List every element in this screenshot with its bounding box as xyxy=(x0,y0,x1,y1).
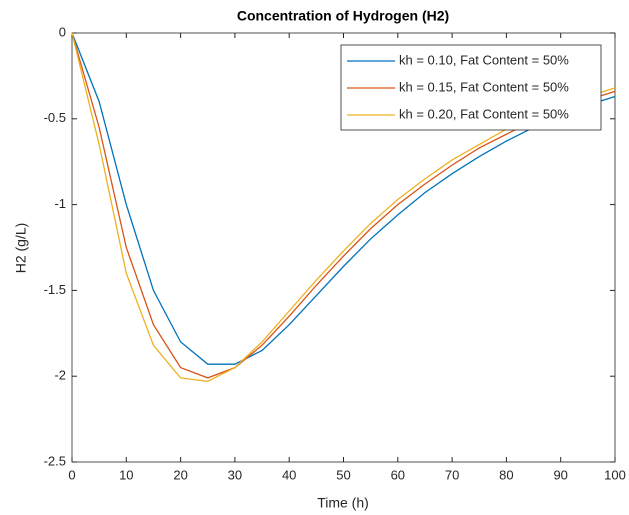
x-tick-label: 80 xyxy=(499,467,513,482)
y-tick-label: -2.5 xyxy=(44,453,66,468)
y-axis-label: H2 (g/L) xyxy=(13,223,29,274)
y-tick-label: 0 xyxy=(59,24,66,39)
x-tick-label: 60 xyxy=(391,467,405,482)
y-tick-label: -1.5 xyxy=(44,282,66,297)
legend-label: kh = 0.15, Fat Content = 50% xyxy=(399,79,569,94)
x-tick-label: 40 xyxy=(282,467,296,482)
x-tick-label: 0 xyxy=(68,467,75,482)
chart-title: Concentration of Hydrogen (H2) xyxy=(237,8,449,24)
x-tick-label: 10 xyxy=(119,467,133,482)
legend-label: kh = 0.20, Fat Content = 50% xyxy=(399,106,569,121)
y-tick-label: -0.5 xyxy=(44,110,66,125)
x-tick-label: 100 xyxy=(604,467,626,482)
y-tick-label: -1 xyxy=(54,196,66,211)
x-tick-label: 50 xyxy=(336,467,350,482)
x-tick-label: 30 xyxy=(228,467,242,482)
y-tick-label: -2 xyxy=(54,368,66,383)
legend-label: kh = 0.10, Fat Content = 50% xyxy=(399,52,569,67)
data-line xyxy=(71,32,616,365)
x-tick-label: 20 xyxy=(173,467,187,482)
x-tick-label: 90 xyxy=(553,467,567,482)
x-tick-label: 70 xyxy=(445,467,459,482)
x-axis-label: Time (h) xyxy=(317,495,369,511)
